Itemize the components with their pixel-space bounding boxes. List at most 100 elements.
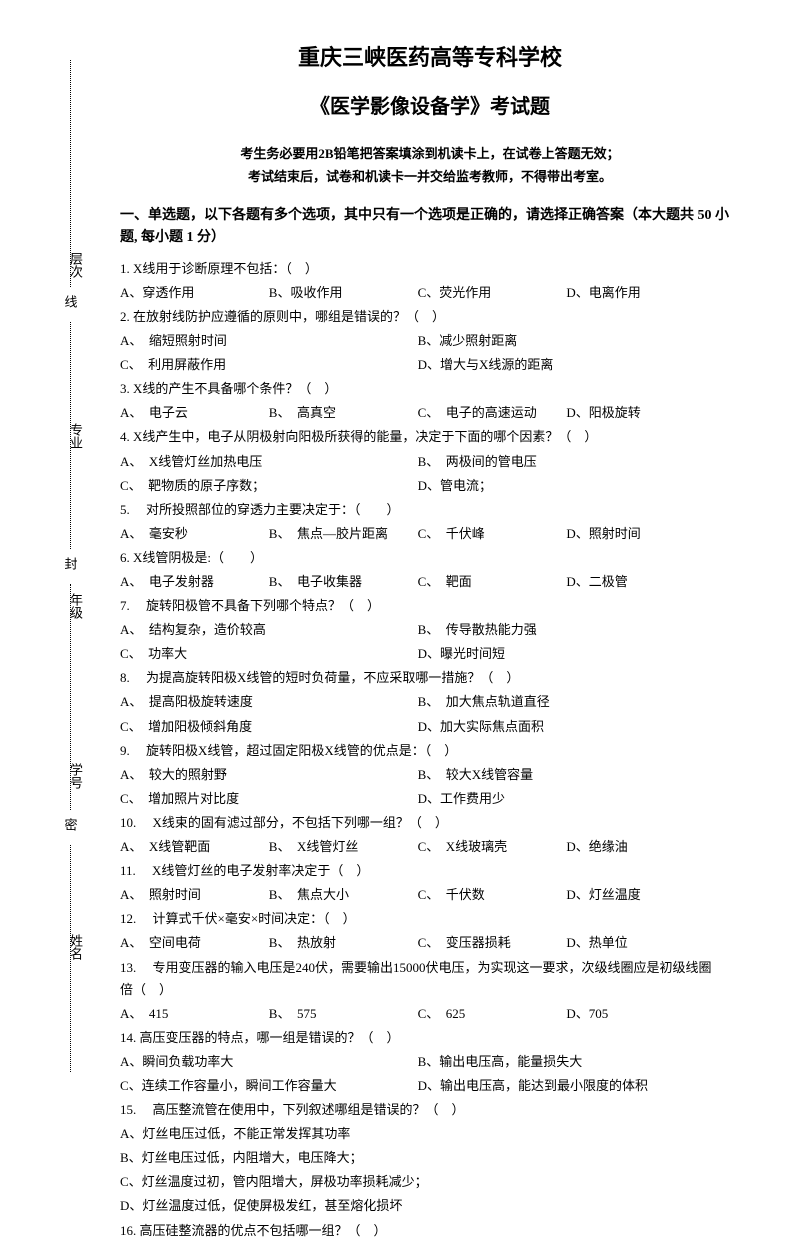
binding-label: 年级 xyxy=(65,593,85,619)
option: B、吸收作用 xyxy=(269,282,418,304)
question-options: A、 缩短照射时间B、减少照射距离 xyxy=(120,330,740,352)
question-text: 5. 对所投照部位的穿透力主要决定于：（ ） xyxy=(120,499,740,521)
option: B、 传导散热能力强 xyxy=(418,619,716,641)
question-options: A、瞬间负载功率大B、输出电压高，能量损失大 xyxy=(120,1051,740,1073)
option: B、 热放射 xyxy=(269,932,418,954)
question-options: A、 电子发射器B、 电子收集器C、 靶面D、二极管 xyxy=(120,571,740,593)
option: B、 焦点—胶片距离 xyxy=(269,523,418,545)
option: A、 空间电荷 xyxy=(120,932,269,954)
option: D、灯丝温度 xyxy=(566,884,715,906)
option: D、增大与X线源的距离 xyxy=(418,354,716,376)
instruction-line: 考试结束后，试卷和机读卡一并交给监考教师，不得带出考室。 xyxy=(120,166,740,185)
option: B、 575 xyxy=(269,1003,418,1025)
question-text: 15. 高压整流管在使用中，下列叙述哪组是错误的？（ ） xyxy=(120,1099,740,1121)
question-text: 3. X线的产生不具备哪个条件？（ ） xyxy=(120,378,740,400)
option: D、705 xyxy=(566,1003,715,1025)
binding-label: 层次 xyxy=(65,252,85,278)
option: A、 电子发射器 xyxy=(120,571,269,593)
question-options: C、连续工作容量小，瞬间工作容量大D、输出电压高，能达到最小限度的体积 xyxy=(120,1075,740,1097)
instruction-line: 考生务必要用2B铅笔把答案填涂到机读卡上，在试卷上答题无效； xyxy=(120,143,740,162)
question-text: 16. 高压硅整流器的优点不包括哪一组？（ ） xyxy=(120,1220,740,1242)
option: D、曝光时间短 xyxy=(418,643,716,665)
question-text: 1. X线用于诊断原理不包括：（ ） xyxy=(120,258,740,280)
option: B、 加大焦点轨道直径 xyxy=(418,691,716,713)
question-options: C、灯丝温度过初，管内阻增大，屏极功率损耗减少； xyxy=(120,1171,740,1193)
option: B、 焦点大小 xyxy=(269,884,418,906)
binding-labels: 层次 专业 年级 学号 姓名 xyxy=(65,180,85,1032)
question-options: D、灯丝温度过低，促使屏极发红，甚至熔化损坏 xyxy=(120,1195,740,1217)
option: C、 增加阳极倾斜角度 xyxy=(120,716,418,738)
option: D、二极管 xyxy=(566,571,715,593)
option: A、 X线管靶面 xyxy=(120,836,269,858)
exam-title: 《医学影像设备学》考试题 xyxy=(120,90,740,119)
section-header: 一、单选题，以下各题有多个选项，其中只有一个选项是正确的，请选择正确答案（本大题… xyxy=(120,205,740,250)
option: B、 较大X线管容量 xyxy=(418,764,716,786)
question-text: 2. 在放射线防护应遵循的原则中，哪组是错误的？（ ） xyxy=(120,306,740,328)
question-text: 12. 计算式千伏×毫安×时间决定：（ ） xyxy=(120,908,740,930)
option: D、管电流； xyxy=(418,475,716,497)
option: D、热单位 xyxy=(566,932,715,954)
option: D、输出电压高，能达到最小限度的体积 xyxy=(418,1075,716,1097)
option: B、减少照射距离 xyxy=(418,330,716,352)
option: D、照射时间 xyxy=(566,523,715,545)
option: D、工作费用少 xyxy=(418,788,716,810)
question-options: A、 较大的照射野B、 较大X线管容量 xyxy=(120,764,740,786)
question-options: C、 增加照片对比度D、工作费用少 xyxy=(120,788,740,810)
option: C、 电子的高速运动 xyxy=(418,402,567,424)
option: A、 提高阳极旋转速度 xyxy=(120,691,418,713)
question-options: A、穿透作用B、吸收作用C、荧光作用D、电离作用 xyxy=(120,282,740,304)
questions-container: 1. X线用于诊断原理不包括：（ ）A、穿透作用B、吸收作用C、荧光作用D、电离… xyxy=(120,258,740,1242)
option: A、穿透作用 xyxy=(120,282,269,304)
option: A、 结构复杂，造价较高 xyxy=(120,619,418,641)
option: B、 高真空 xyxy=(269,402,418,424)
binding-label: 姓名 xyxy=(65,934,85,960)
option: C、 靶物质的原子序数； xyxy=(120,475,418,497)
option: D、电离作用 xyxy=(566,282,715,304)
binding-label: 学号 xyxy=(65,763,85,789)
question-text: 4. X线产生中，电子从阴极射向阳极所获得的能量，决定于下面的哪个因素？（ ） xyxy=(120,426,740,448)
question-options: C、 增加阳极倾斜角度D、加大实际焦点面积 xyxy=(120,716,740,738)
option: D、加大实际焦点面积 xyxy=(418,716,716,738)
question-text: 7. 旋转阳极管不具备下列哪个特点？（ ） xyxy=(120,595,740,617)
option: C、 功率大 xyxy=(120,643,418,665)
question-options: A、 结构复杂，造价较高B、 传导散热能力强 xyxy=(120,619,740,641)
option: C、 X线玻璃壳 xyxy=(418,836,567,858)
question-text: 9. 旋转阳极X线管，超过固定阳极X线管的优点是：（ ） xyxy=(120,740,740,762)
option: C、 增加照片对比度 xyxy=(120,788,418,810)
option: C、 变压器损耗 xyxy=(418,932,567,954)
option: A、 X线管灯丝加热电压 xyxy=(120,451,418,473)
option: A、瞬间负载功率大 xyxy=(120,1051,418,1073)
question-options: A、 X线管靶面B、 X线管灯丝C、 X线玻璃壳D、绝缘油 xyxy=(120,836,740,858)
question-options: C、 功率大D、曝光时间短 xyxy=(120,643,740,665)
option: B、 电子收集器 xyxy=(269,571,418,593)
option: D、阳极旋转 xyxy=(566,402,715,424)
question-text: 14. 高压变压器的特点，哪一组是错误的？（ ） xyxy=(120,1027,740,1049)
question-options: A、 空间电荷B、 热放射C、 变压器损耗D、热单位 xyxy=(120,932,740,954)
option: B、 两极间的管电压 xyxy=(418,451,716,473)
option: A、 缩短照射时间 xyxy=(120,330,418,352)
question-text: 10. X线束的固有滤过部分，不包括下列哪一组？（ ） xyxy=(120,812,740,834)
option: A、 较大的照射野 xyxy=(120,764,418,786)
option: B、 X线管灯丝 xyxy=(269,836,418,858)
option: C、 利用屏蔽作用 xyxy=(120,354,418,376)
option: A、 电子云 xyxy=(120,402,269,424)
option: C、 千伏峰 xyxy=(418,523,567,545)
question-text: 11. X线管灯丝的电子发射率决定于（ ） xyxy=(120,860,740,882)
option: D、绝缘油 xyxy=(566,836,715,858)
option: A、 415 xyxy=(120,1003,269,1025)
question-options: C、 靶物质的原子序数；D、管电流； xyxy=(120,475,740,497)
option: C、荧光作用 xyxy=(418,282,567,304)
binding-label: 专业 xyxy=(65,423,85,449)
school-name: 重庆三峡医药高等专科学校 xyxy=(120,40,740,72)
question-options: A、 毫安秒B、 焦点—胶片距离C、 千伏峰D、照射时间 xyxy=(120,523,740,545)
question-text: 8. 为提高旋转阳极X线管的短时负荷量，不应采取哪一措施？（ ） xyxy=(120,667,740,689)
question-text: 6. X线管阴极是:（ ） xyxy=(120,547,740,569)
question-options: A、 电子云B、 高真空C、 电子的高速运动D、阳极旋转 xyxy=(120,402,740,424)
option: B、输出电压高，能量损失大 xyxy=(418,1051,716,1073)
question-options: A、 X线管灯丝加热电压B、 两极间的管电压 xyxy=(120,451,740,473)
option: A、 毫安秒 xyxy=(120,523,269,545)
question-options: A、灯丝电压过低，不能正常发挥其功率 xyxy=(120,1123,740,1145)
question-options: A、 提高阳极旋转速度B、 加大焦点轨道直径 xyxy=(120,691,740,713)
option: C、连续工作容量小，瞬间工作容量大 xyxy=(120,1075,418,1097)
question-options: A、 415B、 575C、 625D、705 xyxy=(120,1003,740,1025)
